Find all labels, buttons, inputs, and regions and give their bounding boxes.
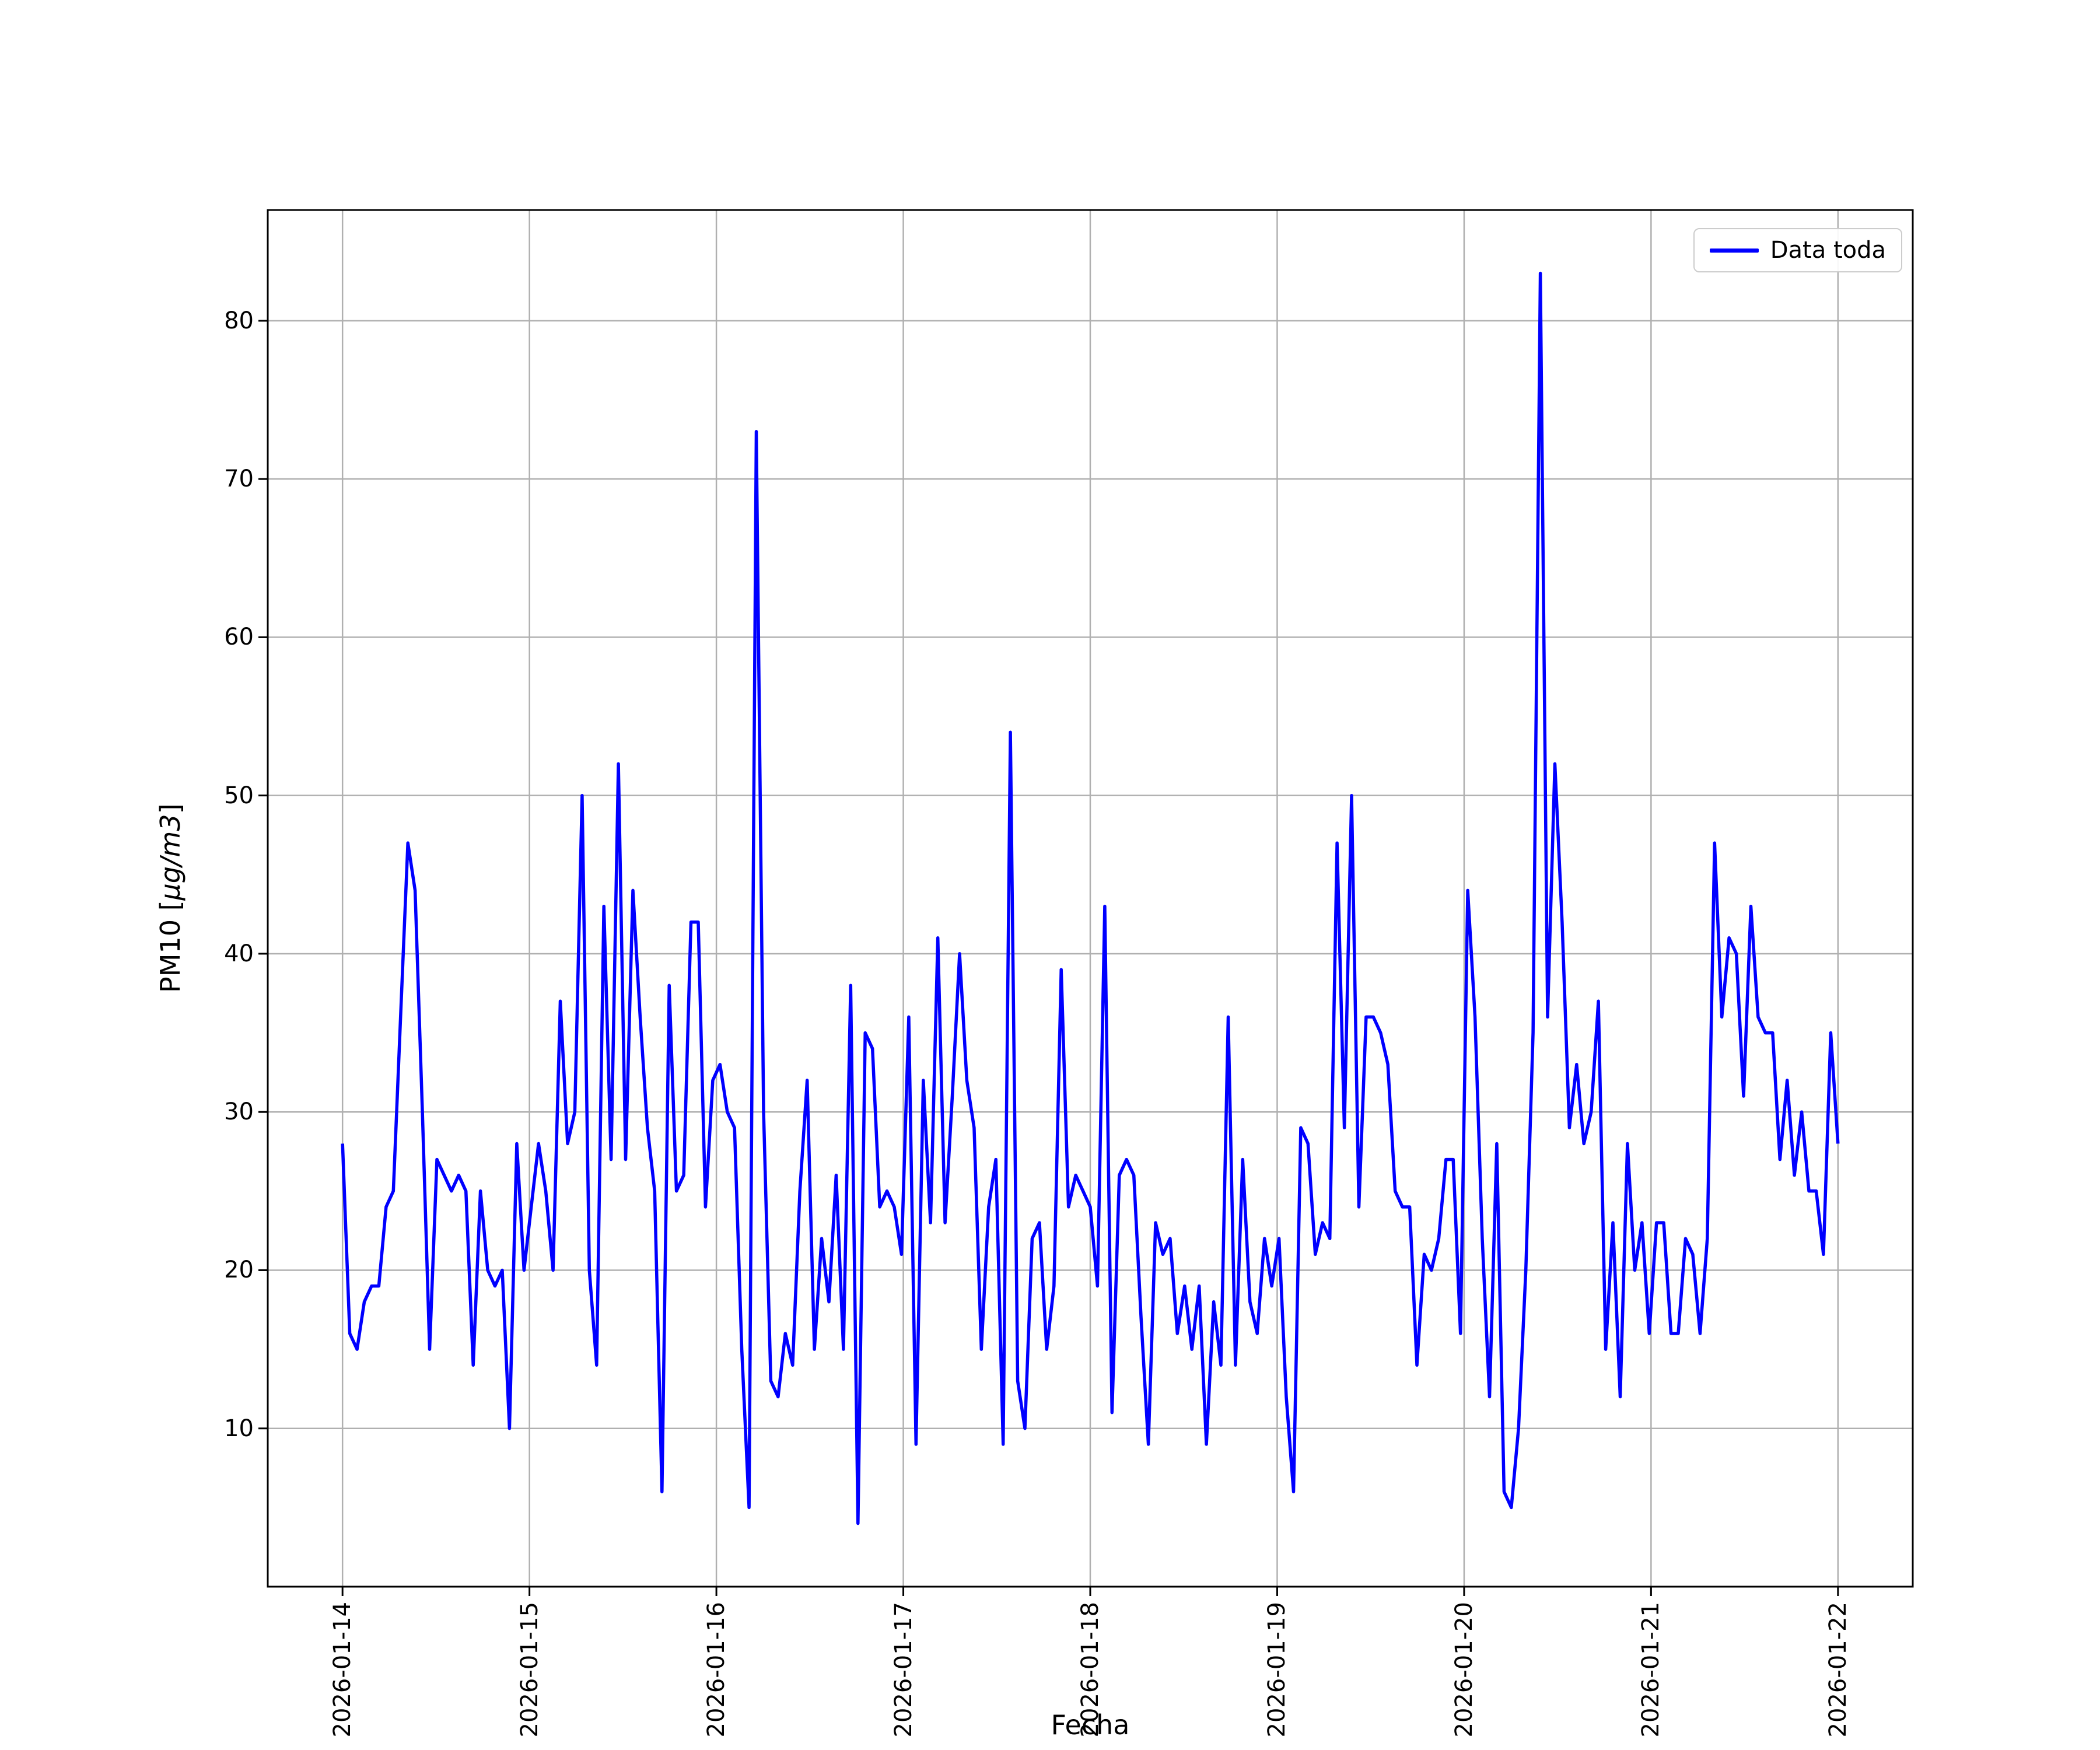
data-line [341, 271, 1840, 1525]
x-tick-label: 2026-01-17 [890, 1602, 917, 1738]
y-tick-label: 20 [224, 1256, 254, 1284]
y-tick-label: 30 [224, 1098, 254, 1126]
y-axis-label-units: µg/m3 [155, 814, 186, 901]
x-tick-label: 2026-01-18 [1077, 1602, 1104, 1738]
y-tick-label: 50 [224, 782, 254, 809]
y-tick-label: 10 [224, 1415, 254, 1442]
y-axis-label-prefix: PM10 [ [155, 900, 186, 993]
x-tick-label: 2026-01-19 [1264, 1602, 1291, 1738]
x-tick-label: 2026-01-20 [1450, 1602, 1478, 1738]
legend-line-sample [1709, 248, 1759, 253]
x-tick-label: 2026-01-22 [1824, 1602, 1852, 1738]
x-tick-label: 2026-01-21 [1637, 1602, 1665, 1738]
legend-label: Data toda [1770, 237, 1886, 264]
axes-spines [267, 209, 1914, 1588]
y-axis-label-suffix: ] [155, 803, 186, 814]
x-axis-label: Fecha [1051, 1709, 1130, 1741]
x-tick-label: 2026-01-15 [516, 1602, 543, 1738]
y-tick-label: 60 [224, 624, 254, 651]
x-tick-label: 2026-01-14 [329, 1602, 356, 1738]
y-tick-label: 40 [224, 940, 254, 967]
x-tick-label: 2026-01-16 [703, 1602, 730, 1738]
legend: Data toda [1693, 228, 1902, 272]
y-tick-label: 70 [224, 466, 254, 493]
y-tick-label: 80 [224, 307, 254, 334]
y-axis-label: PM10 [µg/m3] [153, 210, 188, 1587]
